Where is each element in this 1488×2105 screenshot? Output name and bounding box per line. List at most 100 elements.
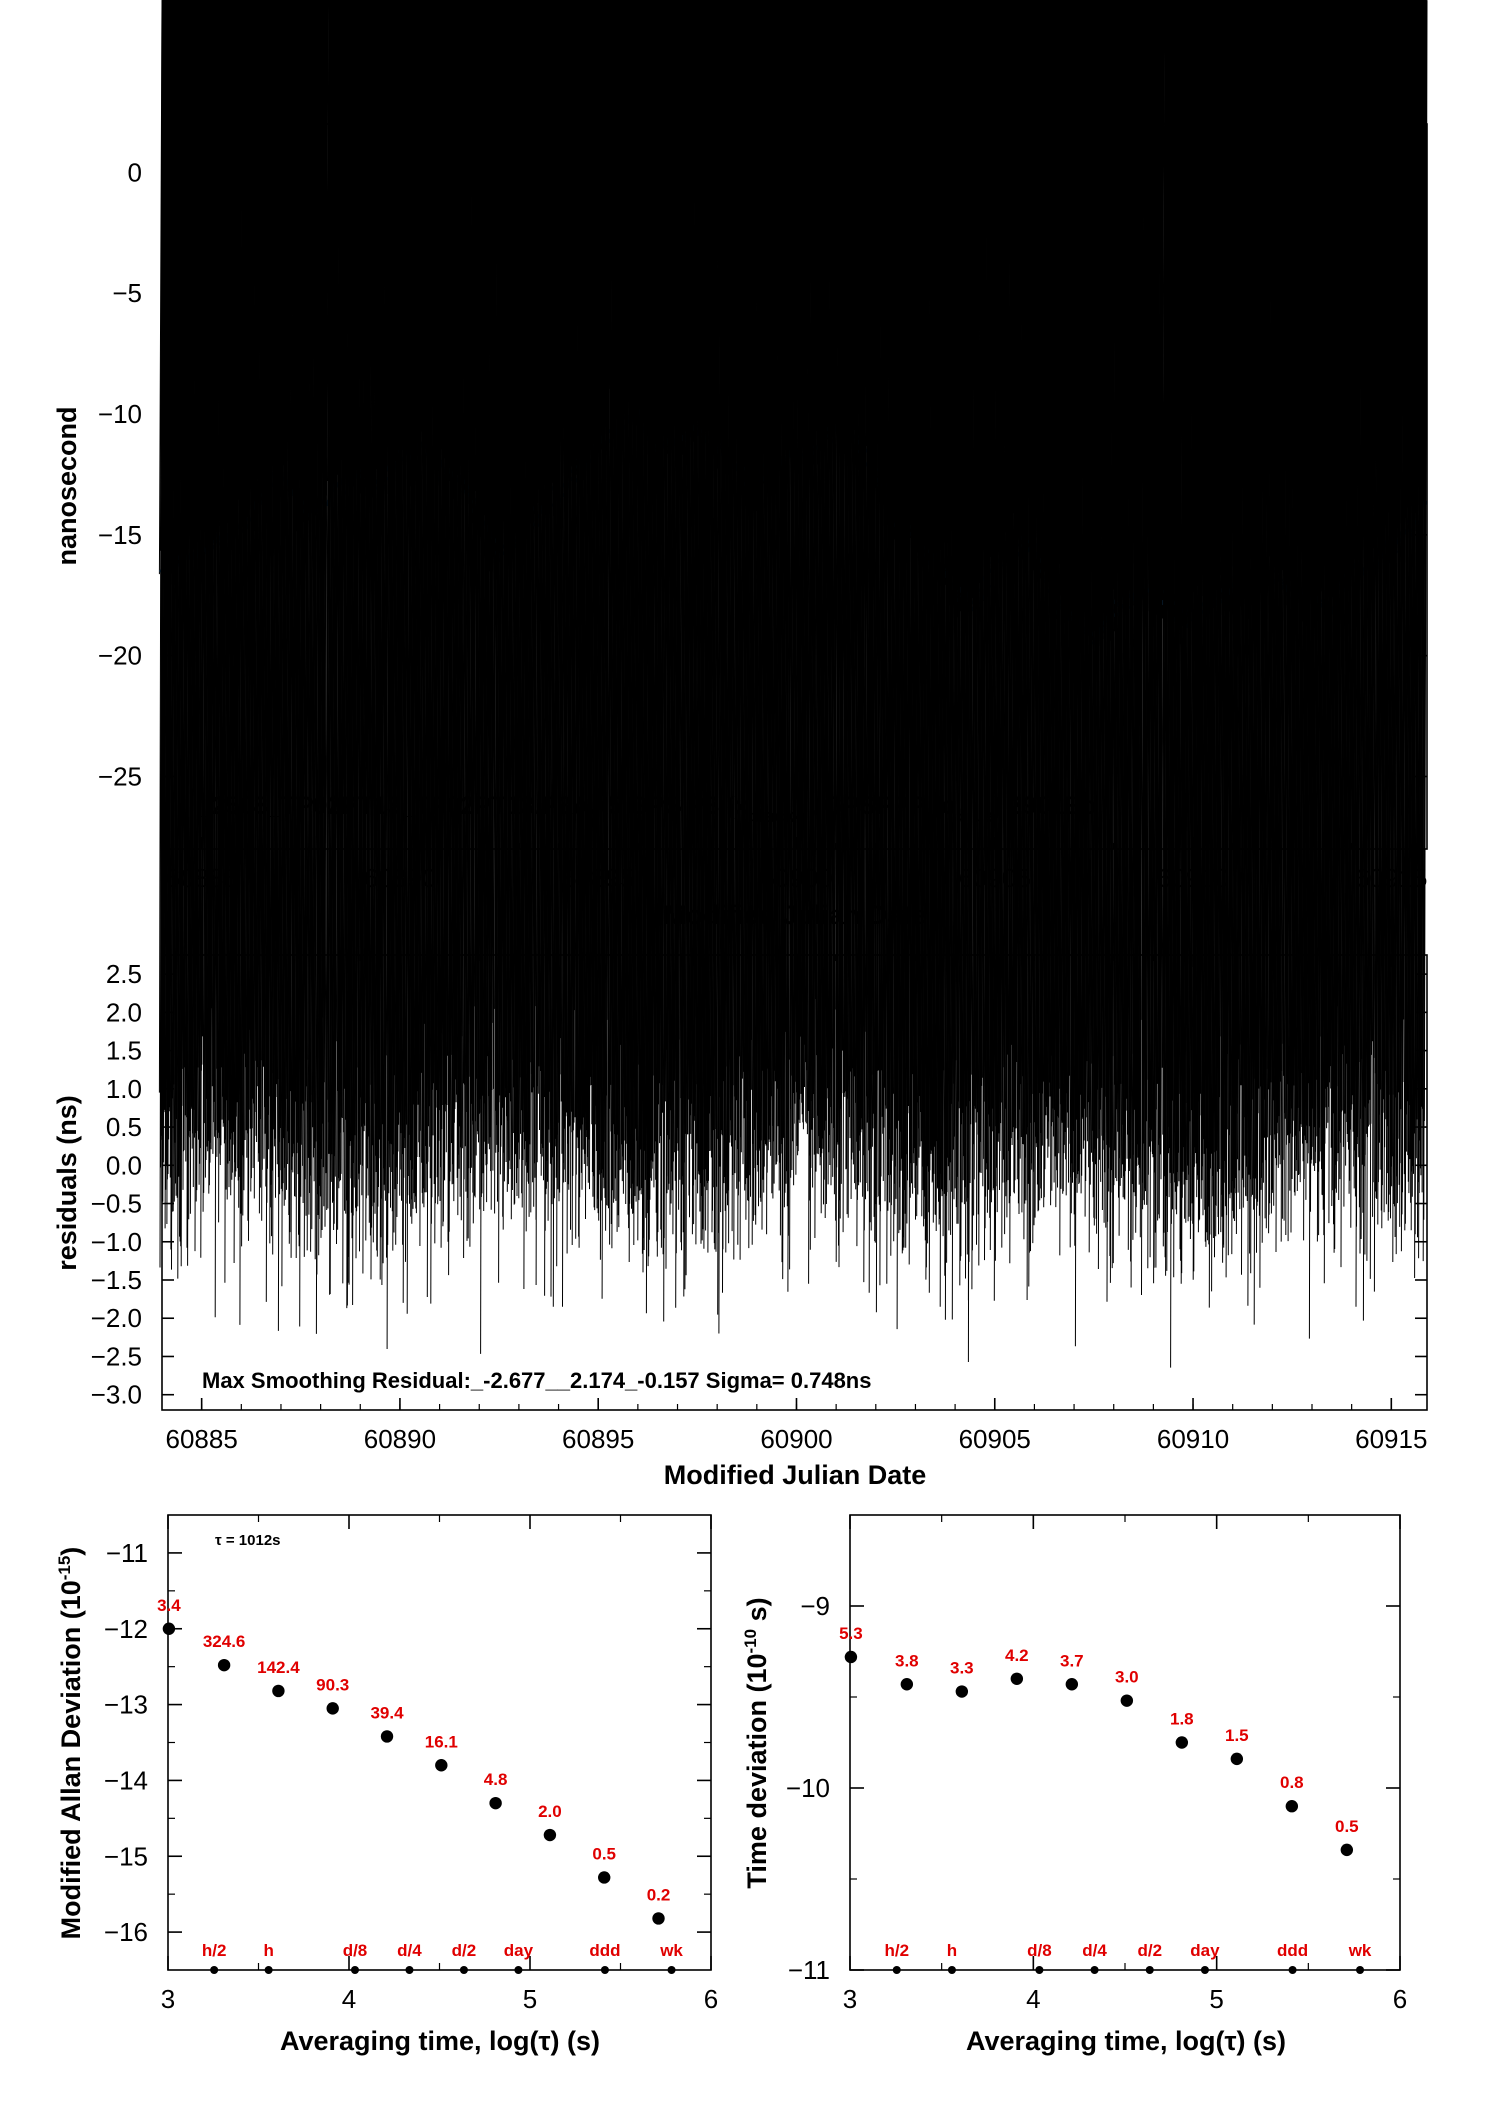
tdev-ylabel: Time deviation (10-10 s) <box>741 1597 772 1888</box>
interval-label: wk <box>659 1941 683 1960</box>
y-tick-label: −16 <box>104 1917 148 1947</box>
offset-o-marker <box>494 550 500 556</box>
interval-marker <box>1356 1966 1365 1974</box>
mdev-points: 3.4 324.6 142.4 90.3 39.4 16.1 4.8 2.0 0.5 0.2 h/2… <box>157 1596 683 1974</box>
residuals-ylabel: residuals (ns) <box>52 1095 82 1271</box>
tdev-xlabel: Averaging time, log(τ) (s) <box>966 2026 1286 2056</box>
y-tick-label: 2.0 <box>106 997 142 1027</box>
x-tick-label: 60895 <box>562 1424 634 1454</box>
offset-o-marker <box>643 429 649 435</box>
y-tick-label: −14 <box>104 1765 148 1795</box>
stability-point-label: 4.2 <box>1005 1646 1029 1665</box>
stability-point <box>272 1684 285 1698</box>
interval-label: d/4 <box>397 1941 422 1960</box>
x-tick-label: 5 <box>1209 1984 1223 2014</box>
residuals-ticks: 60885 60890 60895 60900 60905 60910 60915 2.5 2.… <box>91 955 1427 1454</box>
x-tick-label: 3 <box>161 1984 175 2014</box>
stability-point-label: 3.3 <box>950 1659 974 1678</box>
interval-marker <box>350 1966 359 1974</box>
interval-marker <box>1288 1966 1297 1974</box>
residual-points <box>159 1 1427 1371</box>
offset-o-marker <box>207 544 212 549</box>
interval-label: h <box>947 1941 957 1960</box>
stability-point <box>1285 1800 1299 1813</box>
mdev-ylabel: Modified Allan Deviation (10-15) <box>55 1547 86 1940</box>
x-tick-label: 6 <box>704 1984 718 2014</box>
offset-o-marker <box>1099 626 1105 632</box>
x-tick-label: 5 <box>523 1984 537 2014</box>
stability-point <box>844 1650 858 1664</box>
stability-point-label: 3.8 <box>895 1651 919 1670</box>
y-tick-label: −12 <box>104 1614 148 1644</box>
x-tick-label: 60915 <box>1355 1424 1427 1454</box>
offset-o-marker <box>903 527 908 532</box>
stability-point <box>1120 1694 1134 1707</box>
y-tick-label: −15 <box>98 520 142 550</box>
tdev-ticks: 3 4 5 6 −9 −10 −11 <box>786 1515 1407 2014</box>
interval-label: d/2 <box>452 1941 477 1960</box>
stability-point-label: 2.0 <box>538 1802 562 1821</box>
interval-marker <box>210 1966 219 1974</box>
y-tick-label: −9 <box>800 1591 830 1621</box>
y-tick-label: −10 <box>786 1773 830 1803</box>
stability-point <box>1230 1752 1244 1766</box>
stability-point-label: 3.0 <box>1115 1668 1139 1687</box>
y-tick-label: −13 <box>104 1690 148 1720</box>
interval-label: day <box>1190 1941 1220 1960</box>
residuals-panel: 60885 60890 60895 60900 60905 60910 60915 2.5 2.… <box>52 1 1427 1490</box>
interval-label: d/2 <box>1137 1941 1162 1960</box>
x-tick-label: 60905 <box>959 1424 1031 1454</box>
mdev-tau-note: τ = 1012s <box>215 1532 281 1549</box>
residuals-annotation: Max Smoothing Residual:_-2.677__2.174_-0… <box>202 1368 872 1393</box>
x-tick-label: 4 <box>342 1984 356 2014</box>
stability-point-label: 3.7 <box>1060 1651 1084 1670</box>
stability-point <box>543 1828 557 1842</box>
y-tick-label: 0.0 <box>106 1150 142 1180</box>
stability-point-label: 39.4 <box>370 1703 404 1722</box>
stability-point-label: 0.2 <box>647 1885 671 1904</box>
interval-label: h/2 <box>884 1941 909 1960</box>
interval-label: ddd <box>1277 1941 1308 1960</box>
y-tick-label: −10 <box>98 399 142 429</box>
stability-point <box>326 1702 339 1715</box>
y-tick-label: −5 <box>112 278 142 308</box>
stability-point <box>489 1796 502 1810</box>
time-offset-ylabel: nanosecond <box>52 406 82 565</box>
interval-label: wk <box>1348 1941 1372 1960</box>
mdev-xlabel: Averaging time, log(τ) (s) <box>280 2026 600 2056</box>
stability-point <box>380 1730 394 1743</box>
interval-marker <box>514 1966 523 1974</box>
x-tick-label: 6 <box>1393 1984 1407 2014</box>
y-tick-label: −1.0 <box>91 1227 142 1257</box>
y-tick-label: 0.5 <box>106 1112 142 1142</box>
stability-point-label: 0.5 <box>592 1844 616 1863</box>
interval-label: day <box>504 1941 534 1960</box>
x-tick-label: 60885 <box>165 1424 237 1454</box>
interval-marker <box>667 1966 676 1974</box>
offset-o-marker <box>1113 612 1118 618</box>
interval-label: d/4 <box>1082 1941 1107 1960</box>
stability-point-label: 4.8 <box>484 1770 508 1789</box>
y-tick-label: −15 <box>104 1841 148 1871</box>
tdev-points: 5.3 3.8 3.3 4.2 3.7 3.0 1.8 1.5 0.8 0.5 h/2 h d/8 d/4… <box>839 1624 1372 1974</box>
stability-point <box>652 1912 665 1925</box>
x-tick-label: 60890 <box>364 1424 436 1454</box>
y-tick-label: −1.5 <box>91 1265 142 1295</box>
interval-label: h/2 <box>202 1941 227 1960</box>
interval-marker <box>1035 1966 1044 1974</box>
y-tick-label: 0 <box>128 157 142 187</box>
y-tick-label: −0.5 <box>91 1189 142 1219</box>
interval-marker <box>1090 1966 1099 1974</box>
stability-point-label: 90.3 <box>316 1675 349 1694</box>
stability-point-label: 1.5 <box>1225 1726 1249 1745</box>
interval-marker <box>459 1966 468 1974</box>
stability-point-label: 0.5 <box>1335 1817 1359 1836</box>
interval-label: d/8 <box>1027 1941 1052 1960</box>
y-tick-label: −11 <box>788 1955 830 1985</box>
x-tick-label: 4 <box>1026 1984 1040 2014</box>
stability-point <box>1340 1843 1354 1857</box>
y-tick-label: −2.0 <box>91 1303 142 1333</box>
x-tick-label: 60910 <box>1157 1424 1229 1454</box>
interval-marker <box>600 1966 609 1974</box>
